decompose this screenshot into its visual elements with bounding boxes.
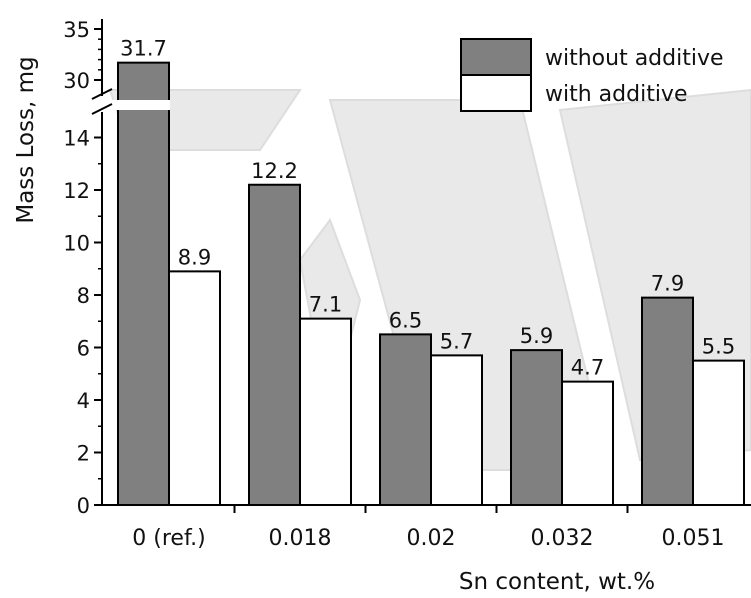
y-axis-title: Mass Loss, mg <box>13 56 39 223</box>
y-tick-label: 4 <box>77 389 90 413</box>
legend-label-with-additive: with additive <box>545 82 687 107</box>
bar-with-additive-4 <box>692 359 745 506</box>
data-label: 5.5 <box>702 335 735 359</box>
bar-without-additive-0 <box>117 61 170 506</box>
bar-without-additive-1 <box>248 183 301 506</box>
bar-with-additive-0 <box>168 270 221 506</box>
legend-label-without-additive: without additive <box>545 46 724 71</box>
x-axis-title: Sn content, wt.% <box>459 569 655 595</box>
y-tick-label: 8 <box>77 284 90 308</box>
legend-swatch-with-additive <box>460 74 532 112</box>
y-tick-label: 6 <box>77 337 90 361</box>
y-tick-label: 10 <box>63 232 90 256</box>
plot-area: 31.7 8.9 12.2 7.1 6.5 5.7 5.9 4.7 7.9 5.5 <box>88 37 745 506</box>
bar-with-additive-2 <box>430 354 483 506</box>
data-label: 5.7 <box>440 329 473 353</box>
data-label: 12.2 <box>251 159 298 183</box>
bar-with-additive-1 <box>299 317 352 506</box>
data-label: 4.7 <box>571 356 604 380</box>
bar-without-additive-4 <box>641 296 694 506</box>
x-tick-label: 0.051 <box>662 526 725 551</box>
x-axis: 0 (ref.) 0.018 0.02 0.032 0.051 <box>102 504 751 551</box>
x-tick-label: 0 (ref.) <box>132 526 205 551</box>
y-tick-label: 35 <box>63 18 90 42</box>
y-tick-label: 0 <box>77 494 90 518</box>
bar-without-additive-3 <box>510 349 563 506</box>
data-label: 6.5 <box>389 308 422 332</box>
y-tick-label: 2 <box>77 442 90 466</box>
data-label: 8.9 <box>178 245 211 269</box>
x-tick-label: 0.02 <box>407 526 456 551</box>
bar-without-additive-2 <box>379 333 432 506</box>
y-tick-label: 14 <box>63 127 90 151</box>
legend-swatch-without-additive <box>460 38 532 76</box>
legend: without additive with additive <box>460 38 724 112</box>
x-tick-label: 0.032 <box>531 526 594 551</box>
bar-with-additive-3 <box>561 380 614 506</box>
data-label: 7.9 <box>651 272 684 296</box>
data-label: 31.7 <box>120 37 167 61</box>
axis-break-gap <box>88 100 170 110</box>
x-tick-label: 0.018 <box>269 526 332 551</box>
y-tick-label: 30 <box>63 69 90 93</box>
y-axis: 0 2 4 6 8 10 12 14 30 35 <box>63 18 103 518</box>
y-tick-label: 12 <box>63 179 90 203</box>
data-label: 5.9 <box>520 324 553 348</box>
data-label: 7.1 <box>309 293 342 317</box>
axis-break-mark <box>91 103 113 115</box>
